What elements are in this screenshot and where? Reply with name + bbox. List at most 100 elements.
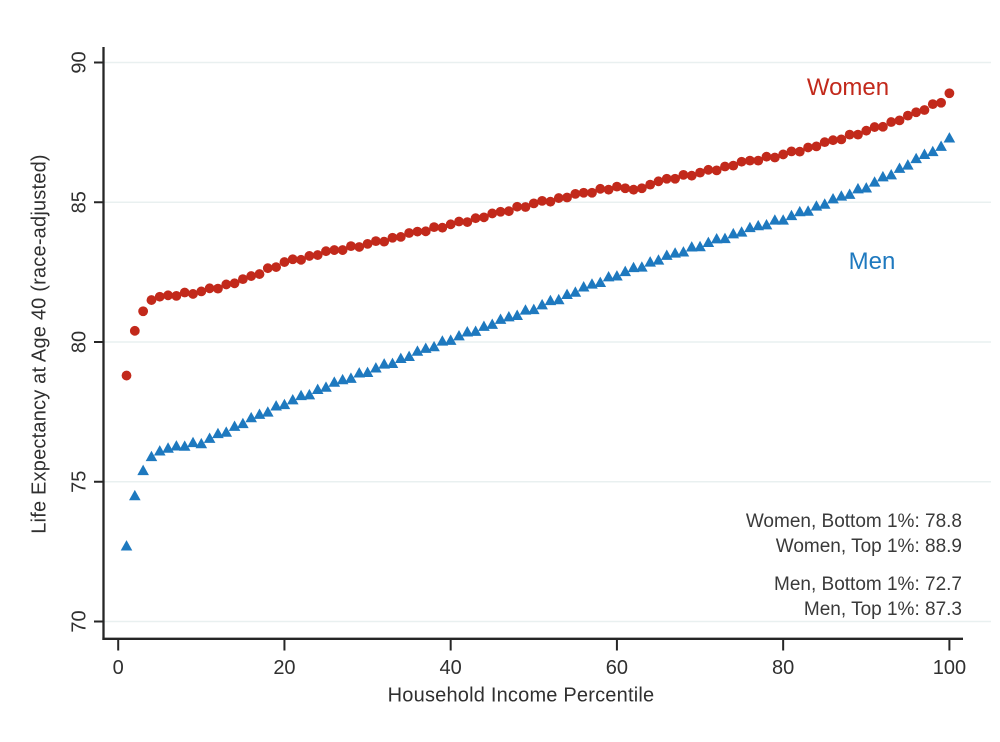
data-point-men bbox=[120, 540, 133, 551]
data-point-men bbox=[843, 188, 856, 199]
data-point-women bbox=[628, 184, 639, 195]
data-point-men bbox=[162, 442, 174, 453]
data-point-women bbox=[171, 290, 182, 301]
data-point-men bbox=[636, 261, 648, 272]
data-point-women bbox=[262, 263, 273, 274]
data-point-women bbox=[445, 219, 456, 230]
data-point-men bbox=[511, 309, 523, 320]
x-tick-label: 40 bbox=[440, 657, 462, 679]
data-point-women bbox=[370, 236, 381, 247]
data-point-men bbox=[835, 190, 848, 201]
data-point-women bbox=[296, 254, 306, 265]
data-point-women bbox=[138, 306, 149, 317]
data-point-men bbox=[769, 214, 781, 225]
data-point-women bbox=[495, 206, 506, 217]
data-point-women bbox=[819, 137, 830, 148]
data-point-women bbox=[886, 117, 897, 127]
data-point-women bbox=[188, 289, 198, 299]
data-point-women bbox=[528, 198, 539, 209]
data-point-men bbox=[752, 219, 765, 231]
data-point-women bbox=[404, 228, 415, 238]
data-point-men bbox=[137, 464, 149, 476]
data-point-men bbox=[253, 408, 266, 419]
data-point-women bbox=[678, 169, 689, 180]
data-point-men bbox=[893, 162, 906, 173]
data-point-men bbox=[436, 335, 449, 346]
data-point-men bbox=[943, 132, 956, 143]
data-point-women bbox=[836, 134, 847, 145]
data-point-women bbox=[828, 135, 838, 146]
data-point-men bbox=[719, 232, 731, 244]
data-point-men bbox=[802, 205, 814, 216]
data-point-men bbox=[860, 182, 873, 193]
data-point-men bbox=[561, 288, 573, 299]
data-point-women bbox=[204, 283, 215, 294]
data-point-women bbox=[620, 183, 631, 194]
data-point-women bbox=[927, 99, 938, 110]
data-point-women bbox=[229, 278, 240, 289]
data-point-men bbox=[611, 270, 623, 281]
data-point-women bbox=[512, 201, 523, 212]
data-point-men bbox=[361, 366, 374, 377]
data-point-women bbox=[487, 208, 498, 219]
data-point-men bbox=[336, 373, 349, 385]
data-point-men bbox=[594, 276, 607, 287]
data-point-men bbox=[320, 381, 332, 392]
data-point-men bbox=[536, 298, 548, 310]
data-point-men bbox=[528, 303, 540, 315]
data-point-women bbox=[703, 164, 714, 175]
data-point-men bbox=[602, 270, 615, 282]
data-point-men bbox=[727, 227, 740, 239]
y-tick-label: 80 bbox=[69, 331, 91, 353]
data-point-men bbox=[918, 148, 931, 159]
data-point-men bbox=[195, 437, 208, 449]
data-point-men bbox=[411, 345, 424, 356]
data-point-men bbox=[926, 145, 939, 157]
data-point-women bbox=[321, 246, 331, 257]
data-point-men bbox=[295, 389, 307, 401]
data-point-women bbox=[420, 226, 431, 237]
data-point-women bbox=[645, 179, 656, 190]
data-point-women bbox=[603, 184, 614, 195]
data-point-men bbox=[486, 318, 499, 329]
y-tick-label: 90 bbox=[69, 51, 91, 73]
data-point-women bbox=[379, 236, 390, 247]
x-axis-title: Household Income Percentile bbox=[387, 684, 655, 707]
data-point-men bbox=[370, 362, 382, 373]
data-point-women bbox=[246, 271, 257, 281]
data-point-men bbox=[760, 218, 773, 230]
y-axis-title: Life Expectancy at Age 40 (race-adjusted… bbox=[28, 154, 51, 534]
data-point-men bbox=[237, 417, 249, 429]
data-point-men bbox=[902, 159, 914, 170]
data-point-men bbox=[395, 352, 407, 363]
data-point-women bbox=[853, 129, 863, 140]
data-point-men bbox=[777, 214, 789, 225]
data-point-men bbox=[378, 358, 390, 369]
data-point-men bbox=[569, 286, 582, 297]
annotation-men-block: Men, Bottom 1%: 72.7 Men, Top 1%: 87.3 bbox=[774, 572, 962, 622]
data-point-men bbox=[278, 398, 291, 410]
data-point-women bbox=[271, 262, 282, 272]
data-point-women bbox=[520, 202, 531, 212]
data-point-men bbox=[935, 140, 947, 151]
data-point-women bbox=[811, 141, 822, 152]
women-series bbox=[121, 88, 955, 381]
y-axis-ticks: 70 75 80 85 90 bbox=[69, 51, 104, 633]
data-point-men bbox=[544, 294, 557, 306]
data-point-men bbox=[877, 170, 889, 182]
x-tick-label: 0 bbox=[113, 657, 124, 679]
data-point-women bbox=[213, 283, 223, 294]
data-point-women bbox=[429, 222, 439, 233]
data-point-men bbox=[461, 326, 474, 337]
data-point-women bbox=[470, 213, 481, 224]
data-point-women bbox=[653, 176, 664, 187]
data-point-men bbox=[627, 261, 640, 273]
data-point-men bbox=[403, 350, 415, 362]
data-point-men bbox=[178, 440, 191, 451]
data-point-women bbox=[346, 241, 356, 252]
data-point-men bbox=[203, 432, 216, 443]
data-point-women bbox=[711, 165, 722, 176]
data-point-women bbox=[736, 156, 747, 167]
data-point-women bbox=[753, 155, 764, 166]
